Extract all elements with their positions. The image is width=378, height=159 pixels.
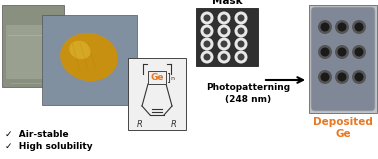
Bar (42, 15, 137, 105)
Bar (128, 58, 186, 130)
Circle shape (237, 41, 245, 48)
Circle shape (217, 38, 231, 51)
Text: n: n (170, 76, 174, 81)
Bar (2, 5, 64, 87)
Text: ✓  Air-stable: ✓ Air-stable (5, 130, 69, 139)
Circle shape (234, 24, 248, 38)
Circle shape (335, 20, 349, 34)
Circle shape (321, 23, 330, 31)
Circle shape (318, 70, 332, 84)
Circle shape (203, 28, 211, 35)
Circle shape (237, 28, 245, 35)
Circle shape (220, 14, 228, 21)
Circle shape (220, 53, 228, 61)
Bar (196, 8, 258, 66)
Bar (6, 25, 60, 79)
Circle shape (217, 51, 231, 63)
Circle shape (338, 73, 347, 82)
Circle shape (352, 70, 366, 84)
Text: ✓  High solubility: ✓ High solubility (5, 142, 93, 151)
Circle shape (200, 38, 214, 51)
Text: Mask: Mask (212, 0, 242, 6)
Circle shape (203, 53, 211, 61)
Circle shape (355, 23, 364, 31)
Bar (148, 71, 166, 84)
Ellipse shape (60, 33, 118, 81)
Circle shape (321, 73, 330, 82)
Circle shape (200, 11, 214, 24)
Circle shape (321, 48, 330, 56)
Circle shape (203, 41, 211, 48)
Circle shape (338, 23, 347, 31)
Text: Photopatterning
(248 nm): Photopatterning (248 nm) (206, 83, 290, 104)
Circle shape (217, 24, 231, 38)
Circle shape (338, 48, 347, 56)
Text: R: R (171, 120, 177, 129)
Circle shape (200, 51, 214, 63)
Circle shape (203, 14, 211, 21)
Text: Deposited
Ge: Deposited Ge (313, 117, 373, 139)
Ellipse shape (69, 41, 91, 59)
Circle shape (234, 51, 248, 63)
Circle shape (352, 20, 366, 34)
Circle shape (355, 48, 364, 56)
Circle shape (335, 70, 349, 84)
Circle shape (217, 11, 231, 24)
Circle shape (237, 53, 245, 61)
Text: R: R (137, 120, 143, 129)
Circle shape (234, 38, 248, 51)
Circle shape (352, 45, 366, 59)
Circle shape (200, 24, 214, 38)
Bar (309, 5, 377, 113)
Text: ]: ] (166, 72, 170, 82)
Circle shape (318, 45, 332, 59)
FancyBboxPatch shape (311, 7, 375, 111)
Circle shape (318, 20, 332, 34)
Circle shape (355, 73, 364, 82)
Text: Ge: Ge (150, 73, 164, 82)
Circle shape (237, 14, 245, 21)
Circle shape (234, 11, 248, 24)
Circle shape (220, 41, 228, 48)
Circle shape (335, 45, 349, 59)
Circle shape (220, 28, 228, 35)
